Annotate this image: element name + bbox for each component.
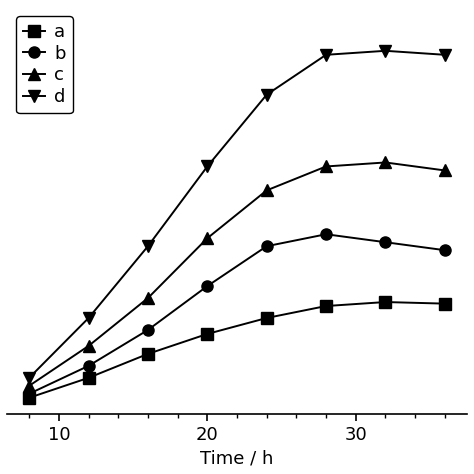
b: [145, 327, 151, 333]
Line: c: c: [24, 157, 450, 392]
b: [442, 247, 447, 253]
d: [204, 164, 210, 169]
a: [323, 303, 329, 309]
Line: a: a: [24, 296, 450, 403]
c: [27, 383, 32, 389]
a: [145, 351, 151, 357]
d: [145, 243, 151, 249]
b: [204, 283, 210, 289]
b: [264, 243, 270, 249]
b: [86, 363, 91, 369]
a: [442, 301, 447, 307]
a: [383, 299, 388, 305]
d: [442, 52, 447, 58]
c: [86, 343, 91, 349]
a: [86, 375, 91, 381]
a: [27, 395, 32, 401]
d: [27, 375, 32, 381]
c: [204, 236, 210, 241]
c: [442, 168, 447, 173]
c: [323, 164, 329, 169]
b: [383, 239, 388, 245]
c: [383, 160, 388, 165]
d: [323, 52, 329, 58]
Legend: a, b, c, d: a, b, c, d: [16, 16, 73, 113]
d: [383, 48, 388, 54]
a: [264, 315, 270, 321]
X-axis label: Time / h: Time / h: [201, 449, 273, 467]
d: [264, 92, 270, 98]
b: [323, 231, 329, 237]
a: [204, 331, 210, 337]
b: [27, 391, 32, 397]
c: [145, 295, 151, 301]
c: [264, 188, 270, 193]
d: [86, 315, 91, 321]
Line: d: d: [24, 45, 450, 383]
Line: b: b: [24, 228, 450, 399]
